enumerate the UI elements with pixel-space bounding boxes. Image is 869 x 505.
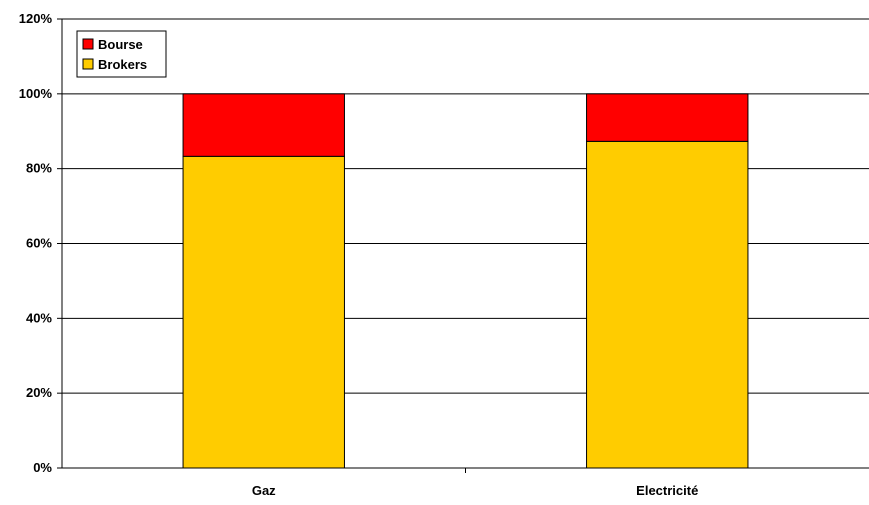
y-tick-label: 60%	[26, 236, 52, 251]
x-tick-labels: Gaz Electricité	[252, 483, 699, 498]
y-tick-label: 40%	[26, 310, 52, 325]
bars	[182, 93, 749, 469]
x-tick-label: Gaz	[252, 483, 276, 498]
y-tick-label: 100%	[19, 86, 53, 101]
legend-label-bourse: Bourse	[98, 37, 143, 52]
x-tick-label: Electricité	[636, 483, 698, 498]
bar-bourse-2	[586, 93, 749, 142]
bar-brokers-1	[182, 155, 345, 469]
bar-brokers-2	[586, 140, 749, 469]
y-tick-label: 0%	[33, 460, 52, 475]
axes	[57, 18, 869, 473]
y-tick-label: 80%	[26, 161, 52, 176]
y-tick-label: 20%	[26, 385, 52, 400]
y-tick-label: 120%	[19, 11, 53, 26]
legend: Bourse Brokers	[76, 30, 167, 78]
legend-swatch-bourse	[82, 38, 94, 50]
bar-bourse-1	[182, 93, 345, 157]
legend-label-brokers: Brokers	[98, 57, 147, 72]
legend-swatch-brokers	[82, 58, 94, 70]
y-tick-labels: 0% 20% 40% 60% 80% 100% 120%	[19, 11, 53, 475]
